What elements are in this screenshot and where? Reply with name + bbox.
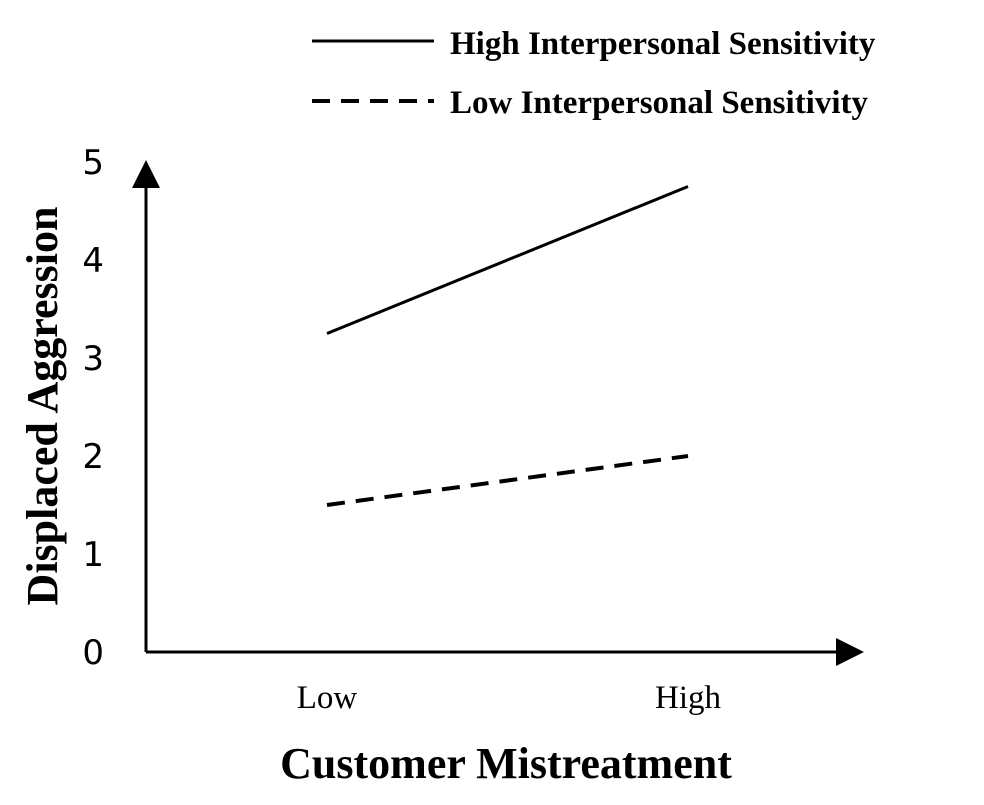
legend-label-high-sensitivity: High Interpersonal Sensitivity <box>450 26 876 62</box>
y-axis-title: Displaced Aggression <box>18 207 67 606</box>
y-tick-label: 3 <box>82 339 104 379</box>
x-tick-label-high: High <box>655 680 722 716</box>
series-layer <box>326 185 689 507</box>
legend-label-low-sensitivity: Low Interpersonal Sensitivity <box>450 85 869 121</box>
x-axis-title: Customer Mistreatment <box>280 739 732 788</box>
x-axis-arrow <box>836 638 864 666</box>
y-tick-labels: 0 1 2 3 4 5 <box>82 143 104 673</box>
y-tick-label: 1 <box>82 535 104 575</box>
axes <box>132 160 864 666</box>
x-tick-labels: Low High <box>297 680 722 716</box>
series-line-high-sensitivity <box>326 185 689 335</box>
y-tick-label: 5 <box>82 143 104 183</box>
y-tick-label: 0 <box>82 633 104 673</box>
y-tick-label: 2 <box>82 437 104 477</box>
series-line-low-sensitivity <box>326 454 689 507</box>
y-axis-arrow <box>132 160 160 188</box>
legend: High Interpersonal Sensitivity Low Inter… <box>312 26 876 121</box>
y-tick-label: 4 <box>82 241 104 281</box>
x-tick-label-low: Low <box>297 680 358 716</box>
